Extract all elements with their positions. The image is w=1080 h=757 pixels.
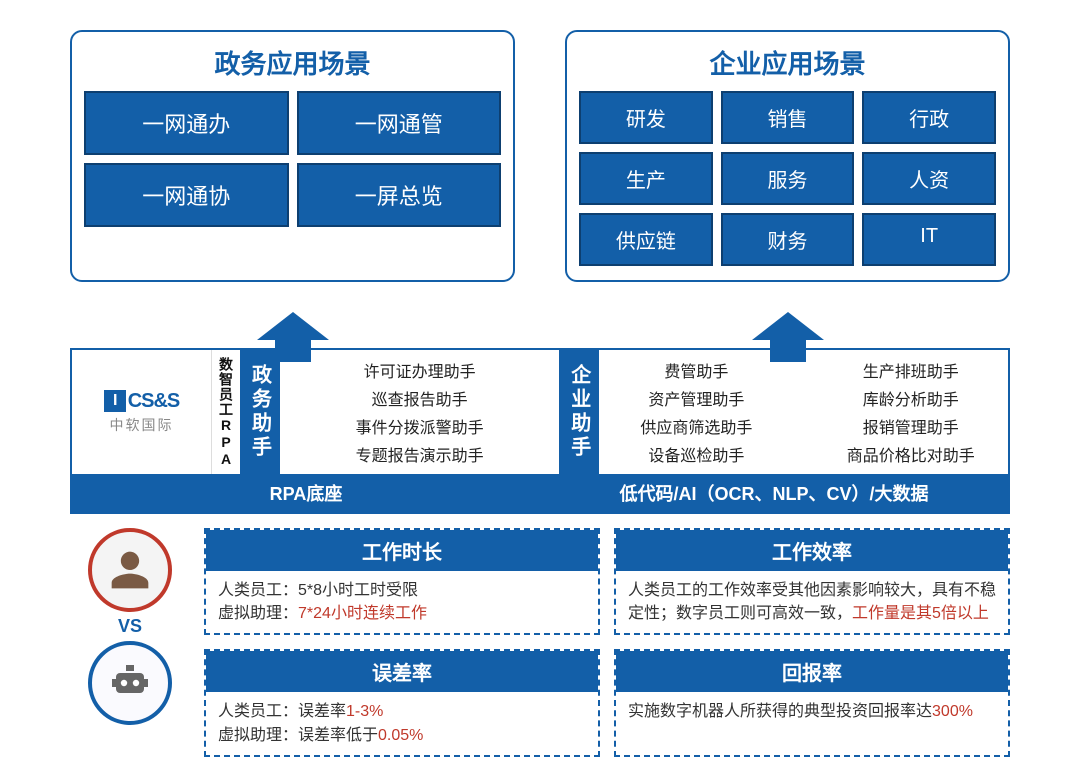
vs-side: VS (70, 528, 190, 757)
ent-helper-item: 商品价格比对助手 (847, 442, 975, 466)
ent-cell: 人资 (862, 152, 996, 205)
er-l1-val: 1-3% (346, 703, 383, 720)
ent-cell: IT (862, 213, 996, 266)
er-l2-pre: 虚拟助理：误差率低于 (218, 727, 378, 744)
eff-b: 工作量是其5倍以上 (852, 605, 989, 622)
card-title: 工作时长 (206, 530, 598, 571)
platform-right: 低代码/AI（OCR、NLP、CV）/大数据 (540, 474, 1008, 512)
gov-helper-item: 许可证办理助手 (364, 358, 476, 382)
logo-brand: I CS&S (104, 390, 180, 413)
gov-helper-vlabel: 政务助手 (240, 350, 280, 474)
gov-helper-item: 专题报告演示助手 (356, 442, 484, 466)
roi-b: 300% (932, 703, 973, 720)
wh-l2-val: 7*24小时连续工作 (298, 605, 427, 622)
ent-helper-item: 库龄分析助手 (863, 386, 959, 410)
card-title: 误差率 (206, 651, 598, 692)
arrow-up-icon (257, 312, 329, 340)
ent-scenario-title: 企业应用场景 (579, 44, 996, 81)
gov-grid: 一网通办 一网通管 一网通协 一屏总览 (84, 91, 501, 227)
gov-cell: 一网通协 (84, 163, 289, 227)
ent-helper-item: 资产管理助手 (648, 386, 744, 410)
ent-helper-list: 费管助手 生产排班助手 资产管理助手 库龄分析助手 供应商筛选助手 报销管理助手… (599, 350, 1008, 474)
logo-sub: 中软国际 (110, 415, 174, 435)
gov-scenario-panel: 政务应用场景 一网通办 一网通管 一网通协 一屏总览 (70, 30, 515, 282)
ent-scenario-panel: 企业应用场景 研发 销售 行政 生产 服务 人资 供应链 财务 IT (565, 30, 1010, 282)
card-work-hours: 工作时长 人类员工：5*8小时工时受限 虚拟助理：7*24小时连续工作 (204, 528, 600, 635)
top-panels: 政务应用场景 一网通办 一网通管 一网通协 一屏总览 企业应用场景 研发 销售 … (0, 0, 1080, 282)
middle-band: I CS&S 中软国际 数智员工RPA 政务助手 许可证办理助手 巡查报告助手 … (70, 348, 1010, 514)
ent-cell: 生产 (579, 152, 713, 205)
gov-cell: 一网通办 (84, 91, 289, 155)
robot-avatar-icon (88, 641, 172, 725)
gov-cell: 一屏总览 (297, 163, 502, 227)
arrows-row (0, 282, 1080, 340)
gov-cell: 一网通管 (297, 91, 502, 155)
ent-helper-vlabel: 企业助手 (559, 350, 599, 474)
er-l1-pre: 人类员工：误差率 (218, 703, 346, 720)
card-roi: 回报率 实施数字机器人所获得的典型投资回报率达300% (614, 649, 1010, 756)
gov-scenario-title: 政务应用场景 (84, 44, 501, 81)
platform-left: RPA底座 (72, 474, 540, 512)
logo-brand-text: CS&S (128, 390, 180, 413)
vs-label: VS (118, 616, 142, 637)
roi-a: 实施数字机器人所获得的典型投资回报率达 (628, 703, 932, 720)
ent-helper-item: 费管助手 (664, 358, 728, 382)
arrow-up-icon (752, 312, 824, 340)
wh-l1-val: 5*8小时工时受限 (298, 582, 418, 599)
logo-i-icon: I (104, 390, 126, 412)
ent-helper-item: 设备巡检助手 (648, 442, 744, 466)
wh-l2-pre: 虚拟助理： (218, 605, 298, 622)
ent-cell: 财务 (721, 213, 855, 266)
ent-cell: 服务 (721, 152, 855, 205)
bottom-vs: VS 工作时长 人类员工：5*8小时工时受限 虚拟助理：7*24小时连续工作 工… (0, 514, 1080, 757)
vs-cards: 工作时长 人类员工：5*8小时工时受限 虚拟助理：7*24小时连续工作 工作效率… (204, 528, 1010, 757)
rpa-vlabel: 数智员工RPA (212, 350, 240, 474)
gov-helper-item: 巡查报告助手 (372, 386, 468, 410)
human-avatar-icon (88, 528, 172, 612)
ent-grid: 研发 销售 行政 生产 服务 人资 供应链 财务 IT (579, 91, 996, 266)
ent-cell: 供应链 (579, 213, 713, 266)
card-error-rate: 误差率 人类员工：误差率1-3% 虚拟助理：误差率低于0.05% (204, 649, 600, 756)
ent-helper-item: 生产排班助手 (863, 358, 959, 382)
ent-cell: 研发 (579, 91, 713, 144)
ent-helper-item: 报销管理助手 (863, 414, 959, 438)
logo-box: I CS&S 中软国际 (72, 350, 212, 474)
card-body: 实施数字机器人所获得的典型投资回报率达300% (616, 692, 1008, 731)
ent-cell: 销售 (721, 91, 855, 144)
gov-helper-item: 事件分拨派警助手 (356, 414, 484, 438)
card-title: 回报率 (616, 651, 1008, 692)
er-l2-val: 0.05% (378, 727, 423, 744)
card-body: 人类员工：5*8小时工时受限 虚拟助理：7*24小时连续工作 (206, 571, 598, 633)
card-title: 工作效率 (616, 530, 1008, 571)
ent-cell: 行政 (862, 91, 996, 144)
gov-helper-list: 许可证办理助手 巡查报告助手 事件分拨派警助手 专题报告演示助手 (280, 350, 559, 474)
card-body: 人类员工：误差率1-3% 虚拟助理：误差率低于0.05% (206, 692, 598, 754)
wh-l1-pre: 人类员工： (218, 582, 298, 599)
platform-bar: RPA底座 低代码/AI（OCR、NLP、CV）/大数据 (72, 474, 1008, 512)
card-body: 人类员工的工作效率受其他因素影响较大，具有不稳定性；数字员工则可高效一致，工作量… (616, 571, 1008, 633)
ent-helper-item: 供应商筛选助手 (640, 414, 752, 438)
card-efficiency: 工作效率 人类员工的工作效率受其他因素影响较大，具有不稳定性；数字员工则可高效一… (614, 528, 1010, 635)
